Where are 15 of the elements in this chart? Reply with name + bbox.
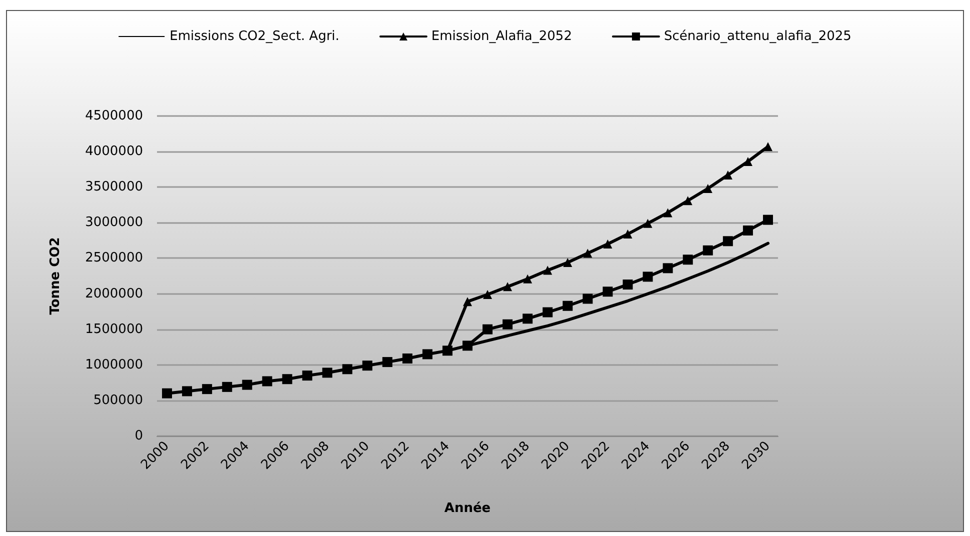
y-tick-label: 1000000	[85, 357, 143, 372]
y-tick-label: 4000000	[85, 144, 143, 160]
y-tick-label: 4500000	[85, 108, 143, 124]
y-tick-label: 1500000	[85, 322, 143, 337]
y-tick-label: 500000	[93, 392, 143, 408]
y-tick-label: 2500000	[85, 250, 143, 266]
x-axis-title: Année	[444, 501, 491, 516]
y-axis-title: Tonne CO2	[48, 237, 63, 315]
legend-label: Emission_Alafia_2052	[431, 29, 572, 44]
y-tick-label: 3500000	[85, 180, 143, 195]
y-tick-label: 3000000	[85, 215, 143, 230]
y-tick-label: 2000000	[85, 286, 143, 302]
legend-label: Emissions CO2_Sect. Agri.	[170, 29, 340, 44]
legend-label: Scénario_attenu_alafia_2025	[664, 29, 852, 44]
y-tick-label: 0	[134, 428, 143, 444]
